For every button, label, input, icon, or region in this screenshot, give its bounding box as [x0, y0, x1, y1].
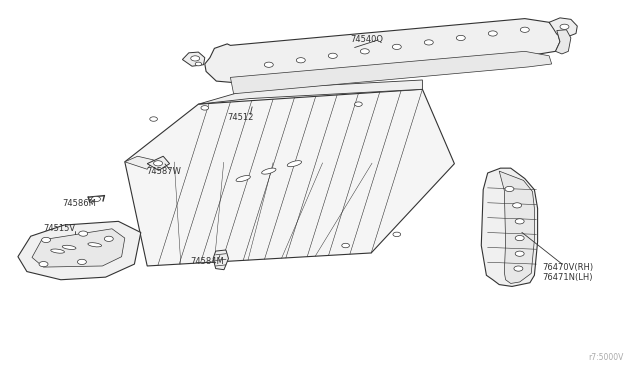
Polygon shape: [230, 51, 552, 94]
Polygon shape: [18, 221, 141, 280]
Circle shape: [514, 266, 523, 271]
Circle shape: [77, 259, 86, 264]
Ellipse shape: [287, 161, 301, 167]
Polygon shape: [182, 52, 205, 66]
Circle shape: [515, 235, 524, 241]
Circle shape: [488, 31, 497, 36]
Circle shape: [342, 243, 349, 248]
Circle shape: [42, 237, 51, 243]
Ellipse shape: [51, 249, 65, 253]
Circle shape: [360, 49, 369, 54]
Polygon shape: [549, 18, 577, 36]
Ellipse shape: [62, 245, 76, 250]
Polygon shape: [205, 19, 560, 83]
Circle shape: [154, 161, 163, 166]
Text: r7:5000V: r7:5000V: [589, 353, 624, 362]
Circle shape: [560, 24, 569, 29]
Circle shape: [520, 27, 529, 32]
Text: 74540Q: 74540Q: [351, 35, 384, 44]
Polygon shape: [147, 156, 170, 170]
Ellipse shape: [262, 168, 276, 174]
Text: 74584M: 74584M: [191, 257, 225, 266]
Circle shape: [393, 232, 401, 237]
Circle shape: [355, 102, 362, 106]
Circle shape: [79, 231, 88, 236]
Circle shape: [150, 117, 157, 121]
Circle shape: [424, 40, 433, 45]
Polygon shape: [556, 30, 571, 54]
Circle shape: [296, 58, 305, 63]
Circle shape: [515, 219, 524, 224]
Ellipse shape: [88, 243, 102, 247]
Circle shape: [456, 35, 465, 41]
Circle shape: [264, 62, 273, 67]
Text: 76470V(RH)
76471N(LH): 76470V(RH) 76471N(LH): [543, 263, 594, 282]
Ellipse shape: [236, 176, 250, 182]
Text: 74586M: 74586M: [63, 199, 97, 208]
Polygon shape: [125, 156, 154, 169]
Circle shape: [513, 203, 522, 208]
Polygon shape: [125, 89, 454, 266]
Circle shape: [92, 196, 100, 202]
Circle shape: [392, 44, 401, 49]
Polygon shape: [499, 171, 534, 283]
Circle shape: [515, 251, 524, 256]
Text: 74515V: 74515V: [44, 224, 76, 233]
Polygon shape: [481, 168, 538, 286]
Circle shape: [505, 186, 514, 192]
Circle shape: [104, 236, 113, 241]
Circle shape: [195, 62, 202, 66]
Circle shape: [39, 262, 48, 267]
Text: 74512: 74512: [227, 113, 253, 122]
Polygon shape: [213, 250, 228, 270]
Polygon shape: [32, 229, 125, 267]
Circle shape: [201, 106, 209, 110]
Circle shape: [191, 56, 200, 61]
Text: 74587W: 74587W: [146, 167, 180, 176]
Circle shape: [328, 53, 337, 58]
Polygon shape: [198, 80, 422, 104]
